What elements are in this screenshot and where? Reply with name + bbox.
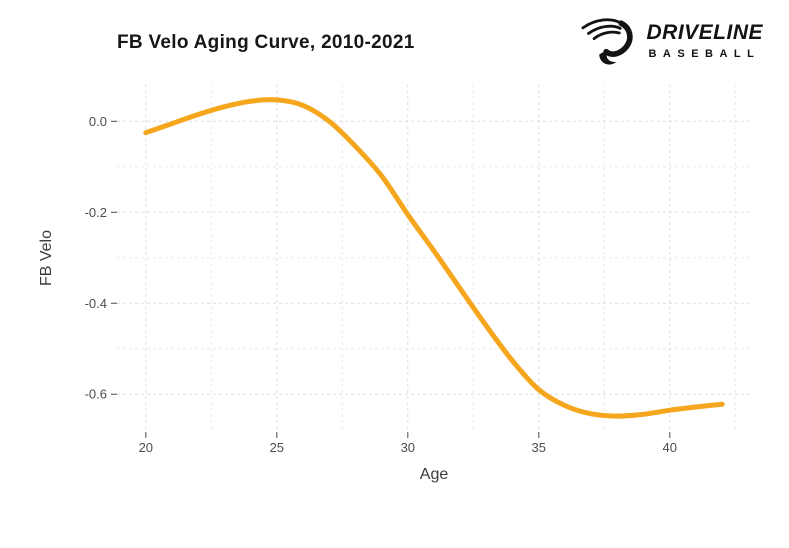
y-tick-label: 0.0 bbox=[89, 114, 107, 129]
x-tick-label: 20 bbox=[139, 440, 153, 455]
x-tick-label: 25 bbox=[270, 440, 284, 455]
y-tick-label: -0.6 bbox=[85, 387, 107, 402]
logo-sub: BASEBALL bbox=[648, 47, 761, 60]
x-tick-label: 40 bbox=[663, 440, 677, 455]
logo-text: DRIVELINE BASEBALL bbox=[646, 21, 763, 60]
chart-title: FB Velo Aging Curve, 2010-2021 bbox=[117, 32, 415, 53]
x-tick-label: 30 bbox=[401, 440, 415, 455]
x-axis-title: Age bbox=[419, 466, 449, 483]
y-tick-label: -0.4 bbox=[85, 296, 107, 311]
logo-brand: DRIVELINE bbox=[646, 20, 763, 44]
driveline-baseball-logo: DRIVELINE BASEBALL bbox=[581, 14, 763, 66]
fb-velo-curve bbox=[143, 97, 725, 419]
driveline-swoosh-d-icon bbox=[581, 18, 634, 65]
y-axis-title-text: FB Velo bbox=[38, 229, 55, 287]
y-tick-label: -0.2 bbox=[85, 205, 107, 220]
x-tick-label: 35 bbox=[532, 440, 546, 455]
